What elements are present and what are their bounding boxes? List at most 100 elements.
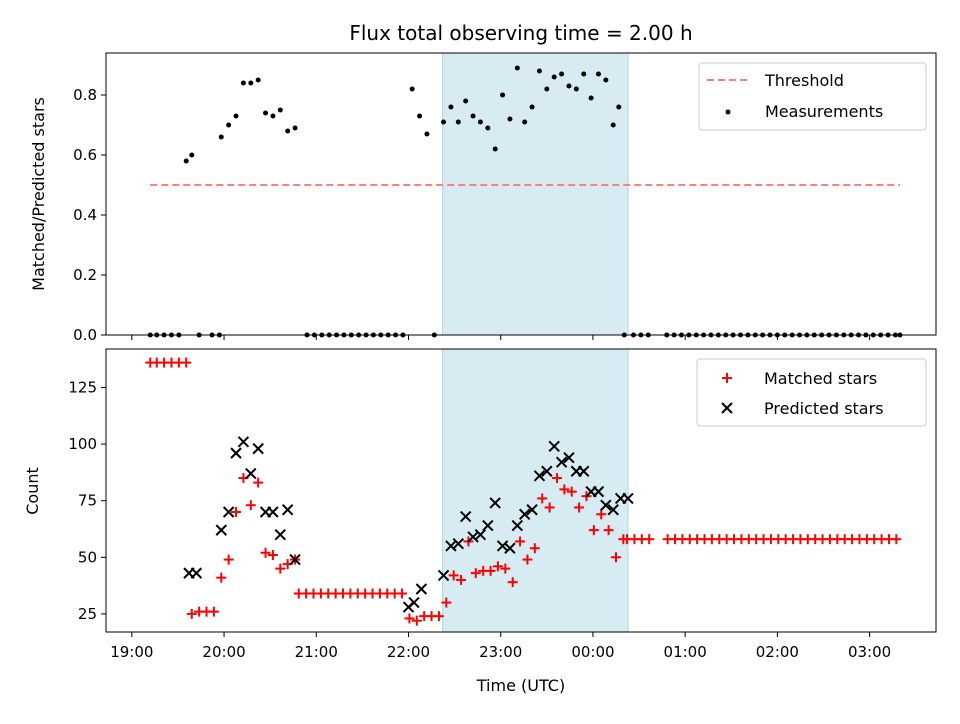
matched-star-point xyxy=(456,574,467,585)
matched-star-point xyxy=(260,547,271,558)
x-tick-label: 03:00 xyxy=(848,643,891,661)
legend-matched-stars-swatch xyxy=(722,373,732,383)
matched-star-point xyxy=(275,563,286,574)
measurement-point xyxy=(226,122,232,128)
legend-predicted-stars-swatch xyxy=(721,402,733,414)
measurement-point xyxy=(536,68,542,74)
measurement-point xyxy=(417,113,423,119)
matched-star-point xyxy=(448,570,459,581)
matched-star-point xyxy=(253,477,264,488)
measurement-point xyxy=(409,86,415,92)
top-y-tick-label: 0.2 xyxy=(73,266,97,284)
predicted-star-point xyxy=(222,506,235,518)
measurement-point xyxy=(285,128,291,134)
predicted-star-point xyxy=(415,583,428,595)
predicted-star-point xyxy=(548,440,560,453)
measurement-point xyxy=(233,113,239,119)
x-tick-label: 02:00 xyxy=(756,643,799,661)
x-axis-label: Time (UTC) xyxy=(476,676,565,695)
measurement-point xyxy=(492,146,498,152)
measurement-point xyxy=(455,119,461,125)
bottom-legend-frame xyxy=(696,358,927,427)
measurement-point xyxy=(292,125,298,131)
matched-star-point xyxy=(529,543,540,554)
measurement-point xyxy=(595,71,601,77)
measurement-point xyxy=(189,152,195,158)
matched-star-point xyxy=(216,572,227,583)
measurement-point xyxy=(514,65,520,71)
bottom-y-tick-label: 75 xyxy=(78,492,97,510)
measurement-point xyxy=(581,71,587,77)
matched-star-point xyxy=(181,357,192,368)
matched-star-point xyxy=(186,608,197,619)
matched-star-point xyxy=(644,534,655,545)
measurement-point xyxy=(218,134,224,140)
matched-star-point xyxy=(603,525,614,536)
predicted-star-point xyxy=(526,504,538,516)
predicted-star-point xyxy=(274,528,287,541)
x-tick-label: 22:00 xyxy=(387,643,430,661)
predicted-star-point xyxy=(489,497,501,509)
measurement-point xyxy=(485,125,491,131)
matched-star-point xyxy=(515,536,526,547)
predicted-star-point xyxy=(230,447,242,459)
measurement-point xyxy=(463,98,469,104)
measurement-point xyxy=(470,113,476,119)
matched-star-point xyxy=(411,615,422,626)
matched-star-point xyxy=(492,561,503,572)
matched-star-point xyxy=(397,588,408,599)
measurement-point xyxy=(603,77,609,83)
matched-star-point xyxy=(566,486,577,497)
measurement-point xyxy=(616,104,622,110)
predicted-star-point xyxy=(437,569,450,582)
legend-matched-stars-label: Matched stars xyxy=(764,369,877,388)
predicted-star-point xyxy=(533,470,546,482)
predicted-star-point xyxy=(607,504,619,516)
top-y-ticks: 0.0 0.2 0.4 0.6 0.8 xyxy=(73,86,106,344)
predicted-star-point xyxy=(555,456,568,468)
x-tick-label: 20:00 xyxy=(202,643,245,661)
x-tick-label: 00:00 xyxy=(571,643,614,661)
matched-star-point xyxy=(522,554,533,565)
top-y-tick-label: 0.0 xyxy=(73,326,97,344)
bottom-panel: 25 50 75 100 125 19:00 20:00 21:00 22:00 23:00 00… xyxy=(23,348,937,695)
predicted-star-point xyxy=(267,506,279,518)
measurement-point xyxy=(588,95,594,101)
predicted-star-point xyxy=(541,465,553,477)
legend-plus-marker xyxy=(722,373,732,383)
legend-measurements-label: Measurements xyxy=(765,102,883,121)
matched-star-point xyxy=(470,568,481,579)
bottom-plot-frame xyxy=(105,348,937,633)
bottom-y-axis-label: Count xyxy=(23,467,42,515)
measurement-point xyxy=(529,104,535,110)
top-y-tick-label: 0.6 xyxy=(73,146,97,164)
predicted-star-point xyxy=(496,540,509,552)
measurement-point xyxy=(248,80,254,86)
predicted-star-point xyxy=(518,508,531,520)
matched-star-point xyxy=(485,565,496,576)
top-legend: Threshold Measurements xyxy=(698,62,927,131)
x-tick-label: 21:00 xyxy=(295,643,338,661)
measurement-point xyxy=(507,116,513,122)
measurement-point xyxy=(544,86,550,92)
measurement-point xyxy=(270,113,276,119)
matched-star-point xyxy=(231,507,242,518)
matched-star-point xyxy=(559,484,570,495)
measurement-point xyxy=(441,119,447,125)
measurement-point xyxy=(424,131,430,137)
bottom-y-tick-label: 25 xyxy=(78,605,97,623)
matched-star-point xyxy=(500,563,511,574)
predicted-star-point xyxy=(215,524,227,536)
measurement-point xyxy=(277,107,283,113)
measurement-point xyxy=(522,119,528,125)
predicted-star-point xyxy=(622,492,634,505)
predicted-star-point xyxy=(600,499,612,511)
matched-star-point xyxy=(574,502,585,513)
matched-star-point xyxy=(267,550,278,561)
predicted-star-point xyxy=(281,504,294,516)
predicted-star-point xyxy=(578,465,590,477)
predicted-star-point xyxy=(237,436,250,448)
matched-star-point xyxy=(588,525,599,536)
chart-title: Flux total observing time = 2.00 h xyxy=(349,21,692,45)
predicted-star-point xyxy=(452,537,464,550)
